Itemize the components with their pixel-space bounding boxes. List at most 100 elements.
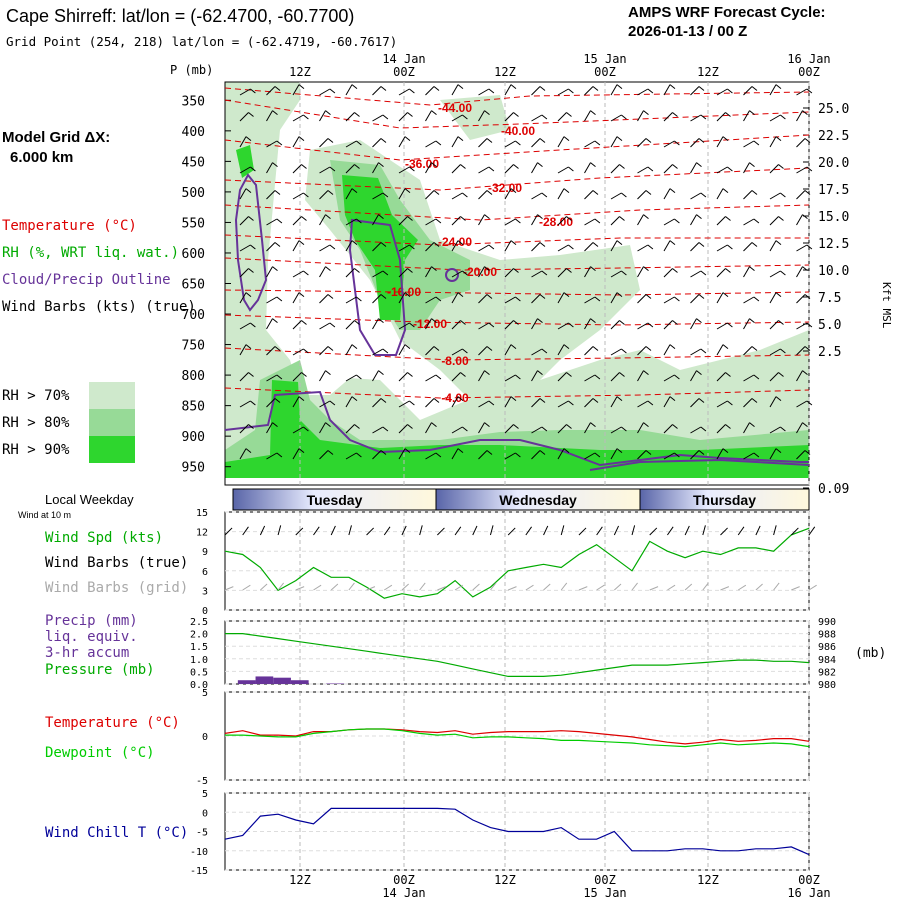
wind-barb	[557, 322, 569, 330]
wind-barb-feather	[351, 344, 358, 349]
temperature-contour-label: -44.00	[438, 101, 472, 115]
height-tick-label: 25.0	[818, 102, 849, 117]
wind-barb-feather	[674, 374, 680, 380]
wind-barb	[769, 136, 777, 148]
wind-barb-feather	[592, 398, 599, 403]
precip-bar	[255, 676, 274, 684]
wind-barb	[796, 422, 803, 434]
temperature-contour-label: -40.00	[501, 124, 535, 138]
wind-barb	[637, 322, 649, 330]
surface-wind-barb	[383, 526, 391, 536]
wind-barb	[451, 164, 461, 174]
wind-barb	[796, 88, 808, 96]
wind-barb-feather	[725, 424, 731, 429]
pressure-tick-label: 650	[182, 278, 205, 293]
wind-barb-feather	[431, 162, 437, 167]
wind-barb-feather	[775, 136, 782, 141]
wind-barb	[637, 400, 649, 408]
wind-barb-feather	[563, 292, 570, 297]
wind-barb	[716, 424, 726, 434]
wind-barb	[716, 244, 728, 252]
wind-barb-feather	[484, 214, 490, 219]
wind-barb	[372, 426, 384, 434]
wind-barb-feather	[647, 244, 654, 250]
surface-wind-barb-grid	[578, 586, 588, 591]
wind-barb-feather	[409, 244, 415, 250]
wind-barb-feather	[594, 374, 601, 380]
bottom-tick-label: 00Z	[798, 873, 820, 887]
wind-barb	[266, 318, 273, 330]
wind-barb	[769, 84, 777, 96]
wind-barb-feather	[645, 138, 652, 143]
wind-barb-feather	[325, 266, 331, 271]
surface-wind-barb	[667, 526, 674, 536]
wind-barb-feather	[643, 110, 649, 115]
surface-wind-barb	[631, 525, 636, 536]
header-grid-point: Grid Point (254, 218) lat/lon = (-62.471…	[6, 34, 397, 49]
wind-barb-feather	[566, 268, 572, 273]
surface-wind-barb	[560, 525, 565, 536]
top-tick-label: 12Z	[697, 65, 719, 79]
wind-barb	[372, 348, 384, 356]
wind-panel-frame	[224, 511, 810, 611]
wind-barb-feather	[409, 322, 415, 328]
temp-label: Temperature (°C)	[45, 715, 180, 731]
wind-barb	[451, 292, 459, 304]
wind-barb	[557, 112, 567, 122]
wind-barb-feather	[537, 162, 543, 167]
wind-barb-feather	[775, 396, 782, 401]
wind-barb	[425, 242, 435, 252]
wind-barb	[716, 372, 726, 382]
wind-barb	[584, 422, 591, 434]
surface-wind-barb	[525, 526, 532, 536]
wind-barb	[319, 190, 329, 200]
wind-barb	[345, 84, 353, 96]
wind-barb-feather	[696, 370, 702, 375]
temperature-contour	[224, 314, 810, 326]
precip-panel-right-tick-label: 986	[818, 642, 836, 653]
surface-wind-barb	[649, 527, 658, 536]
wind-barb-feather	[780, 348, 786, 354]
bottom-date-label: 16 Jan	[787, 886, 830, 900]
wind-barb-feather	[435, 140, 442, 146]
legend-temperature: Temperature (°C)	[2, 218, 137, 234]
wind-barb-feather	[378, 214, 384, 219]
wind-barb-feather	[590, 422, 596, 427]
wind-barb	[637, 370, 644, 382]
wind-barb-feather	[539, 450, 546, 455]
wind-barb-feather	[276, 296, 283, 302]
wind-barb-feather	[486, 294, 493, 299]
wind-barb	[557, 292, 565, 304]
wind-barb	[557, 424, 567, 434]
temp-panel-tick-label: -5	[196, 776, 208, 787]
wind-barb	[425, 140, 437, 148]
wind-barb	[451, 348, 463, 356]
wind-barb-feather	[382, 348, 389, 354]
wind-barb	[292, 216, 302, 226]
wind-barb-feather	[303, 114, 309, 120]
wind-barb	[504, 374, 516, 382]
wind-barb-feather	[725, 372, 731, 377]
wind-at-10m-label: Wind at 10 m	[18, 510, 71, 520]
wind-barb-feather	[409, 166, 415, 172]
wind-barb-feather	[431, 318, 437, 323]
wind-barb	[690, 162, 697, 174]
wind-barb-feather	[276, 140, 283, 146]
wind-barb-feather	[592, 242, 599, 247]
wind-barb-feather	[563, 188, 570, 193]
wind-barb-feather	[515, 296, 521, 302]
wind-barb	[716, 344, 724, 356]
wind-barb	[743, 190, 753, 200]
wind-barb	[425, 374, 437, 382]
wind-barb	[239, 448, 247, 460]
surface-wind-barb-grid	[684, 583, 693, 591]
wind-barb-feather	[806, 244, 813, 250]
wind-panel-tick-label: 6	[202, 567, 208, 578]
wind-barb-feather	[537, 214, 543, 219]
wind-barb-feather	[457, 240, 464, 245]
wind-barb-feather	[515, 374, 521, 380]
wind-barb-feather	[539, 294, 546, 299]
wind-barb	[690, 450, 700, 460]
wind-barb	[451, 192, 463, 200]
wind-barb-feather	[433, 346, 440, 351]
